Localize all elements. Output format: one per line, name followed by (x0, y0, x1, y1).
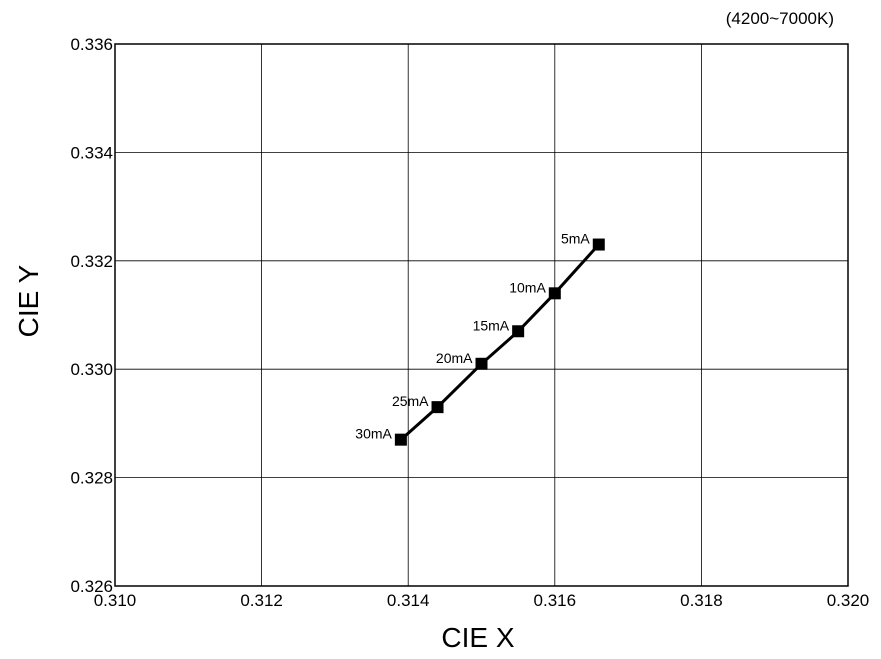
data-point-marker (592, 238, 605, 251)
data-point-marker (394, 433, 407, 446)
y-axis-title: CIE Y (13, 264, 44, 337)
data-point-label: 15mA (473, 317, 510, 333)
grid (115, 44, 848, 586)
x-tick-labels: 0.310 0.312 0.314 0.316 0.318 0.320 (94, 591, 870, 610)
x-tick-label: 0.310 (94, 591, 137, 610)
data-point-label: 30mA (355, 426, 392, 442)
series-line (399, 243, 600, 441)
y-tick-label: 0.336 (70, 35, 113, 54)
data-point-marker (431, 401, 444, 414)
y-tick-label: 0.330 (70, 360, 113, 379)
data-point-marker (475, 357, 488, 370)
x-tick-label: 0.318 (680, 591, 723, 610)
series: 5mA 10mA 15mA 20mA 25mA 30mA (355, 231, 605, 446)
data-point-label: 5mA (561, 231, 590, 247)
chart-subtitle: (4200~7000K) (726, 9, 834, 28)
x-axis-title: CIE X (441, 622, 514, 653)
y-tick-label: 0.328 (70, 469, 113, 488)
y-tick-label: 0.326 (70, 577, 113, 596)
x-tick-label: 0.312 (240, 591, 283, 610)
data-point-label: 10mA (509, 279, 546, 295)
y-tick-label: 0.332 (70, 252, 113, 271)
x-tick-label: 0.314 (387, 591, 430, 610)
data-point-label: 25mA (392, 393, 429, 409)
plot-frame (114, 43, 849, 587)
y-tick-label: 0.334 (70, 143, 113, 162)
y-tick-labels: 0.326 0.328 0.330 0.332 0.334 0.336 (70, 35, 113, 596)
x-tick-label: 0.316 (534, 591, 577, 610)
data-point-marker (548, 287, 561, 300)
data-point-label: 20mA (436, 350, 473, 366)
x-tick-label: 0.320 (827, 591, 870, 610)
data-point-marker (512, 325, 525, 338)
